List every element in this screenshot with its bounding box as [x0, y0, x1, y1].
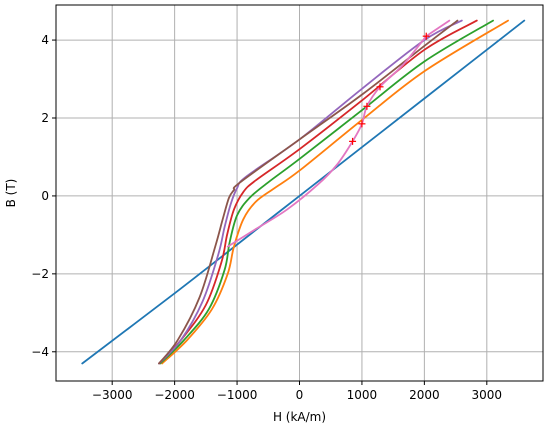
y-tick-label: 4	[41, 33, 49, 47]
marker-3	[363, 102, 371, 110]
series-line-5	[158, 19, 463, 365]
y-tick-label: −4	[31, 345, 49, 359]
x-tick-label: 2000	[409, 388, 440, 402]
x-axis-label: H (kA/m)	[273, 410, 326, 424]
series-line-1	[81, 19, 526, 365]
series-line-2	[161, 19, 509, 365]
marker-2	[376, 83, 384, 91]
series-line-6	[158, 19, 459, 365]
x-tick-label: 1000	[347, 388, 378, 402]
x-tick-label: −2000	[154, 388, 195, 402]
marker-4	[358, 120, 366, 128]
marker-1	[422, 32, 430, 40]
series-layer	[81, 19, 526, 365]
grid	[56, 5, 543, 381]
series-line-8	[425, 19, 451, 38]
series-line-7	[226, 35, 428, 248]
series-line-4	[158, 19, 478, 365]
y-tick-label: −2	[31, 267, 49, 281]
marker-5	[349, 137, 357, 145]
ticks: −3000 −2000 −1000 0 1000 2000 3000 −4 −2 0 2 4	[31, 33, 502, 402]
y-tick-label: 2	[41, 111, 49, 125]
x-tick-label: 0	[296, 388, 304, 402]
marker-layer	[349, 32, 430, 145]
y-axis-label: B (T)	[4, 179, 18, 208]
x-tick-label: 3000	[472, 388, 503, 402]
series-line-3	[159, 19, 494, 365]
x-tick-label: −1000	[217, 388, 258, 402]
x-tick-label: −3000	[92, 388, 133, 402]
y-tick-label: 0	[41, 189, 49, 203]
